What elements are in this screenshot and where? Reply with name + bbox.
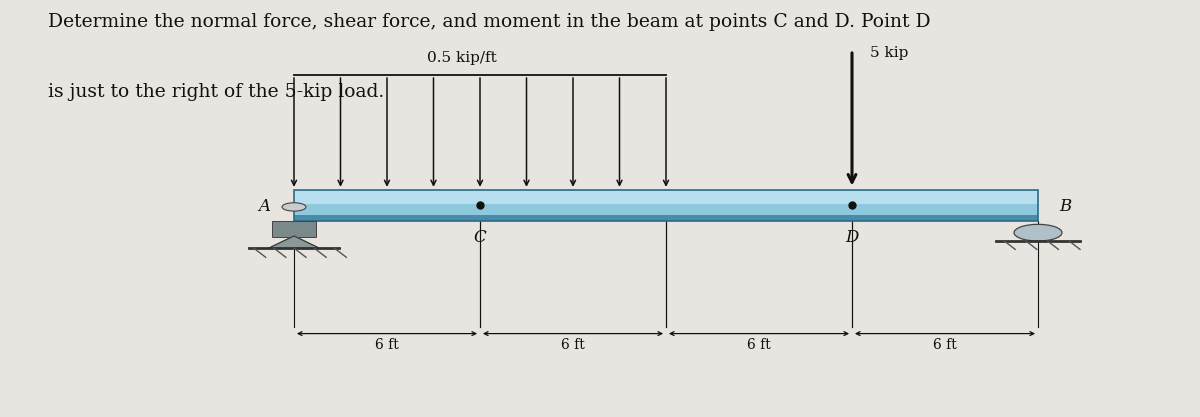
Text: Determine the normal force, shear force, and moment in the beam at points C and : Determine the normal force, shear force,… (48, 13, 931, 30)
Text: 6 ft: 6 ft (562, 338, 584, 352)
Bar (294, 190, 1038, 204)
Text: D: D (845, 229, 859, 246)
Text: A: A (258, 198, 270, 216)
Bar (294, 216, 1038, 221)
Text: 5 kip: 5 kip (870, 46, 908, 60)
Text: 6 ft: 6 ft (934, 338, 956, 352)
Text: B: B (1060, 198, 1072, 216)
Text: 0.5 kip/ft: 0.5 kip/ft (427, 50, 497, 65)
Circle shape (282, 203, 306, 211)
Bar (272, 221, 316, 237)
Bar (294, 190, 1038, 221)
Text: 6 ft: 6 ft (376, 338, 398, 352)
Polygon shape (269, 236, 319, 248)
Circle shape (1014, 224, 1062, 241)
Text: 6 ft: 6 ft (748, 338, 770, 352)
Text: C: C (474, 229, 486, 246)
Bar (294, 190, 1038, 221)
Text: is just to the right of the 5-kip load.: is just to the right of the 5-kip load. (48, 83, 384, 101)
